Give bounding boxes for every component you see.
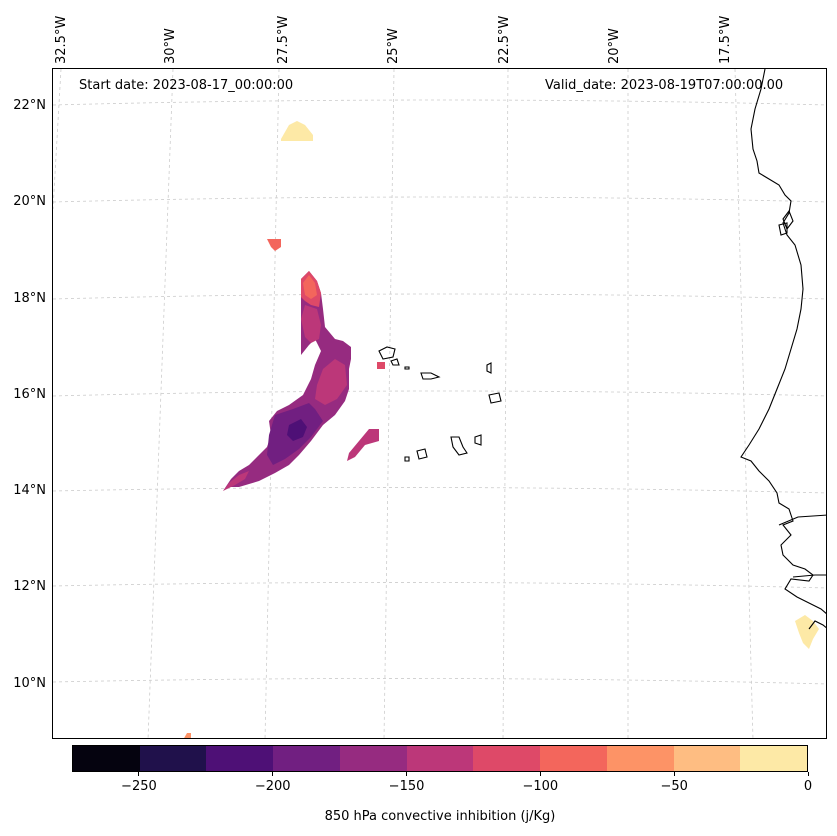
colorbar-segment — [540, 746, 607, 771]
colorbar-segment — [339, 746, 407, 771]
cin-band-mid2 — [315, 359, 347, 405]
island-santo-antao — [378, 346, 396, 360]
colorbar-tick-label: −100 — [522, 779, 559, 794]
island-sao-nicolau — [420, 372, 441, 380]
island-sal — [486, 362, 492, 374]
cin-patch-south — [184, 733, 191, 738]
colorbar-tick — [406, 772, 408, 776]
lat-label-22n: 22°N — [13, 98, 46, 113]
map-canvas — [53, 69, 826, 738]
island-fogo — [416, 448, 428, 460]
cin-patch-coast — [795, 615, 819, 649]
colorbar-tick-label: −250 — [121, 779, 157, 794]
colorbar-segment — [406, 746, 474, 771]
colorbar-tick — [272, 772, 274, 776]
island-maio — [474, 434, 482, 446]
gridlines — [53, 69, 826, 738]
colorbar-label: 850 hPa convective inhibition (j/Kg) — [324, 809, 556, 824]
cin-patch-east — [347, 429, 379, 461]
lat-label-16n: 16°N — [13, 387, 46, 402]
lat-label-14n: 14°N — [13, 483, 46, 498]
valid-date-text: Valid_date: 2023-08-19T07:00:00.00 — [545, 78, 784, 93]
coastline — [740, 69, 826, 630]
colorbar-tick — [807, 772, 809, 776]
cin-band-tip-inner — [303, 275, 317, 299]
cin-patch-tiny — [377, 362, 385, 369]
islands — [378, 346, 502, 462]
cin-contours — [184, 121, 819, 738]
colorbar-segment — [206, 746, 274, 771]
colorbar-tick — [673, 772, 675, 776]
colorbar-tick-label: −50 — [660, 779, 688, 794]
colorbar-segment — [139, 746, 207, 771]
cin-band-darkest — [287, 419, 307, 441]
start-date-text: Start date: 2023-08-17_00:00:00 — [79, 78, 294, 93]
cin-band-mid — [301, 305, 321, 343]
lat-label-20n: 20°N — [13, 194, 46, 209]
colorbar-segment — [273, 746, 340, 771]
map-panel — [52, 68, 827, 739]
lat-label-12n: 12°N — [13, 579, 46, 594]
colorbar-tick-label: −200 — [254, 779, 291, 794]
colorbar-segment — [73, 746, 140, 771]
lat-label-10n: 10°N — [13, 676, 46, 691]
lon-label-20w: 20°W — [607, 28, 622, 64]
lon-label-17-5w: 17.5°W — [718, 15, 733, 64]
lon-label-30w: 30°W — [163, 28, 178, 64]
island-sao-vicente — [390, 358, 400, 366]
island-boa-vista — [488, 392, 502, 404]
island-santiago — [450, 436, 468, 456]
cin-band-tail — [223, 471, 249, 491]
lat-label-18n: 18°N — [13, 291, 46, 306]
lon-label-25w: 25°W — [386, 28, 401, 64]
island-brava — [404, 456, 410, 462]
colorbar-segment — [740, 746, 808, 771]
colorbar-tick — [138, 772, 140, 776]
lon-label-22-5w: 22.5°W — [497, 15, 512, 64]
colorbar-segment — [473, 746, 541, 771]
colorbar-tick-label: −150 — [388, 779, 425, 794]
colorbar-segment — [673, 746, 741, 771]
cin-patch-north — [281, 121, 313, 141]
colorbar — [72, 745, 808, 772]
colorbar-tick — [539, 772, 541, 776]
colorbar-segment — [606, 746, 674, 771]
island-santa-luzia — [404, 366, 410, 370]
colorbar-tick-label: 0 — [803, 779, 813, 794]
lon-label-32-5w: 32.5°W — [54, 15, 69, 64]
cin-patch-small-orange — [267, 239, 281, 251]
lon-label-27-5w: 27.5°W — [276, 15, 291, 64]
